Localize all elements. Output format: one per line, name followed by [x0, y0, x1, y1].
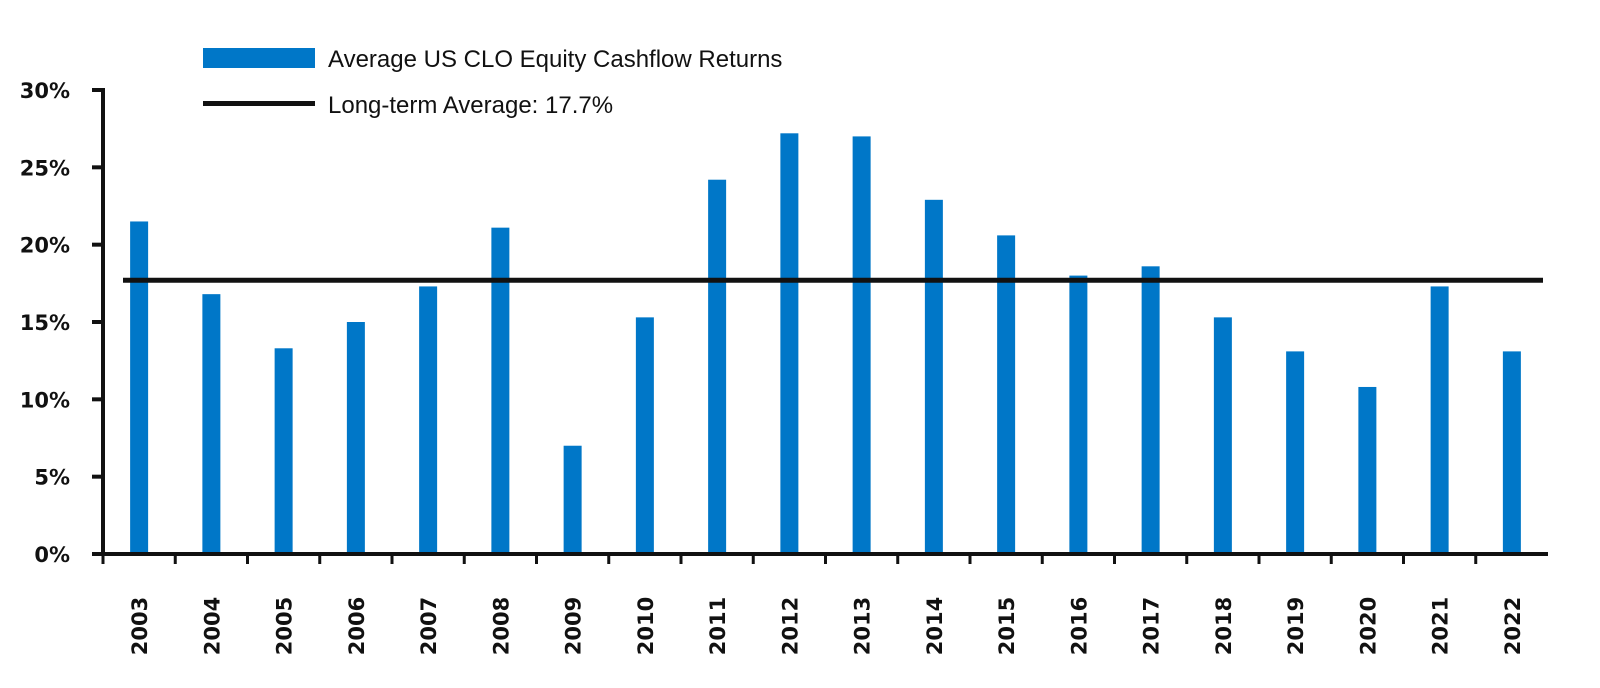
x-tick-label: 2020 [1356, 597, 1380, 655]
x-tick-label: 2007 [417, 597, 441, 655]
bar-2022 [1502, 351, 1521, 554]
x-tick-label: 2011 [706, 597, 730, 655]
bars [130, 133, 1521, 555]
x-tick-label: 2015 [995, 597, 1019, 655]
legend-swatch-bars [203, 48, 315, 68]
x-tick-label: 2018 [1212, 597, 1236, 655]
x-tick-label: 2013 [851, 597, 875, 655]
bar-2017 [1141, 266, 1160, 554]
y-tick-label: 25% [20, 156, 70, 180]
x-tick-label: 2004 [200, 597, 224, 655]
x-tick-label: 2021 [1429, 597, 1453, 655]
legend-label-bars: Average US CLO Equity Cashflow Returns [328, 46, 782, 73]
bar-2004 [202, 294, 221, 554]
bar-2010 [635, 317, 654, 554]
x-tick-label: 2005 [273, 597, 297, 655]
y-tick-label: 0% [34, 543, 70, 567]
x-axis: 2003 2004 2005 2006 2007 2008 2009 2010 2011 2012… [101, 552, 1548, 655]
bar-2015 [997, 235, 1016, 555]
bar-2003 [130, 221, 149, 554]
x-tick-label: 2014 [923, 597, 947, 655]
y-tick-label: 5% [34, 466, 70, 490]
bar-2012 [780, 133, 799, 554]
x-tick-label: 2017 [1140, 597, 1164, 655]
y-tick-label: 15% [20, 311, 70, 335]
x-tick-label: 2006 [345, 597, 369, 655]
x-tick-label: 2009 [562, 597, 586, 655]
bar-2011 [708, 179, 727, 554]
x-tick-label: 2008 [489, 597, 513, 655]
bar-2005 [274, 348, 293, 554]
legend: Average US CLO Equity Cashflow Returns L… [203, 46, 782, 119]
y-tick-label: 20% [20, 234, 70, 258]
y-tick-label: 10% [20, 388, 70, 412]
y-axis: 0% 5% 10% 15% 20% 25% 30% [20, 79, 105, 567]
y-tick-label: 30% [20, 79, 70, 103]
bar-2007 [419, 286, 438, 554]
x-tick-label: 2022 [1501, 597, 1525, 655]
bar-2021 [1430, 286, 1449, 554]
x-tick-label: 2012 [778, 597, 802, 655]
x-tick-label: 2019 [1284, 597, 1308, 655]
bar-2006 [346, 322, 365, 554]
legend-label-average: Long-term Average: 17.7% [328, 92, 613, 119]
bar-2016 [1069, 275, 1088, 554]
bar-2019 [1286, 351, 1305, 554]
legend-swatch-average [203, 101, 315, 106]
bar-2014 [924, 199, 943, 554]
x-tick-label: 2003 [128, 597, 152, 655]
bar-2013 [852, 136, 871, 554]
x-tick-label: 2016 [1067, 597, 1091, 655]
bar-2009 [563, 445, 582, 554]
bar-2018 [1213, 317, 1232, 554]
bar-2008 [491, 227, 510, 555]
bar-2020 [1358, 386, 1377, 554]
x-tick-label: 2010 [634, 597, 658, 655]
